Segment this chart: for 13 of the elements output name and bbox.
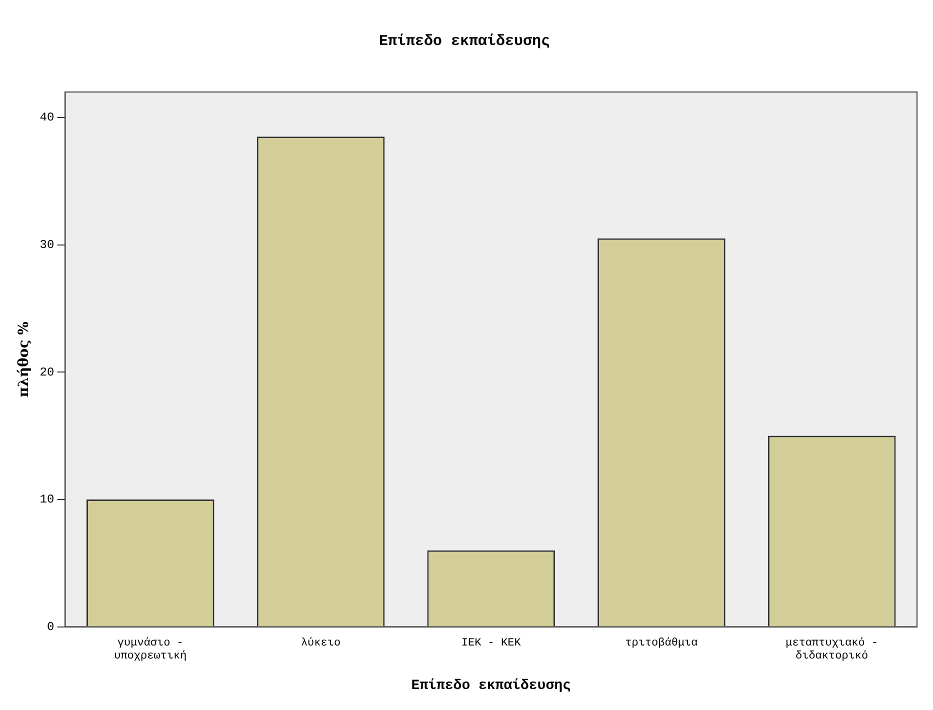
y-tick-label: 10 — [40, 492, 54, 507]
x-tick-label: ΙΕΚ - ΚΕΚ — [461, 637, 522, 650]
y-tick-label: 20 — [40, 365, 54, 380]
x-tick-label: γυμνάσιο - υποχρεωτική — [114, 636, 187, 663]
y-tick-label: 30 — [40, 238, 54, 252]
x-tick-label: τριτοβάθμια — [625, 636, 698, 650]
y-tick-label: 0 — [47, 620, 54, 634]
chart-title: Επίπεδο εκπαίδευσης — [378, 32, 550, 50]
x-axis-title: Επίπεδο εκπαίδευσης — [411, 678, 571, 694]
x-tick-label: λύκειο — [300, 636, 341, 650]
y-axis-title: πλήθος % — [16, 322, 32, 398]
y-tick-label: 40 — [40, 110, 54, 125]
x-tick-label: μεταπτυχιακό - διδακτορικό — [786, 636, 878, 663]
